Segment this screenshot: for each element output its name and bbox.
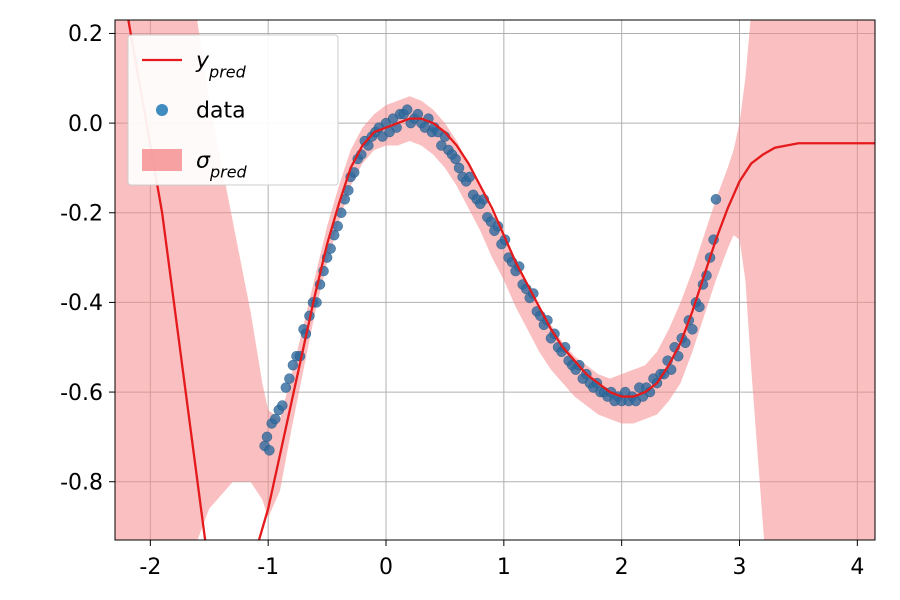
data-point bbox=[711, 194, 721, 204]
data-point bbox=[277, 401, 287, 411]
data-point bbox=[270, 414, 280, 424]
data-point bbox=[687, 324, 697, 334]
x-tick-label: -2 bbox=[139, 555, 161, 580]
y-tick-label: 0.0 bbox=[68, 112, 103, 137]
y-tick-label: -0.6 bbox=[60, 381, 103, 406]
data-point bbox=[454, 163, 464, 173]
x-tick-label: 2 bbox=[615, 555, 629, 580]
chart-container: -2 -1 0 1 2 3 4 -0.8 -0.6 -0.4 -0.2 0.0 0.2 ypreddata… bbox=[0, 0, 900, 600]
legend-label: data bbox=[196, 98, 246, 123]
data-point bbox=[264, 445, 274, 455]
data-point bbox=[281, 383, 291, 393]
data-point bbox=[288, 360, 298, 370]
x-tick-label: -1 bbox=[257, 555, 279, 580]
data-point bbox=[451, 154, 461, 164]
x-tick-label: 1 bbox=[497, 555, 511, 580]
gp-regression-chart: -2 -1 0 1 2 3 4 -0.8 -0.6 -0.4 -0.2 0.0 0.2 ypreddata… bbox=[0, 0, 900, 600]
y-tick-label: -0.8 bbox=[60, 470, 103, 495]
x-tick-label: 0 bbox=[379, 555, 393, 580]
x-tick-label: 4 bbox=[850, 555, 864, 580]
y-tick-label: -0.2 bbox=[60, 201, 103, 226]
y-tick-label: -0.4 bbox=[60, 291, 103, 316]
y-tick-label: 0.2 bbox=[68, 22, 103, 47]
legend-patch-icon bbox=[142, 149, 182, 171]
data-point bbox=[402, 105, 412, 115]
data-point bbox=[262, 432, 272, 442]
x-tick-label: 3 bbox=[732, 555, 746, 580]
legend-marker-icon bbox=[156, 104, 168, 116]
legend: ypreddataσpred bbox=[128, 35, 338, 185]
data-point bbox=[284, 374, 294, 384]
